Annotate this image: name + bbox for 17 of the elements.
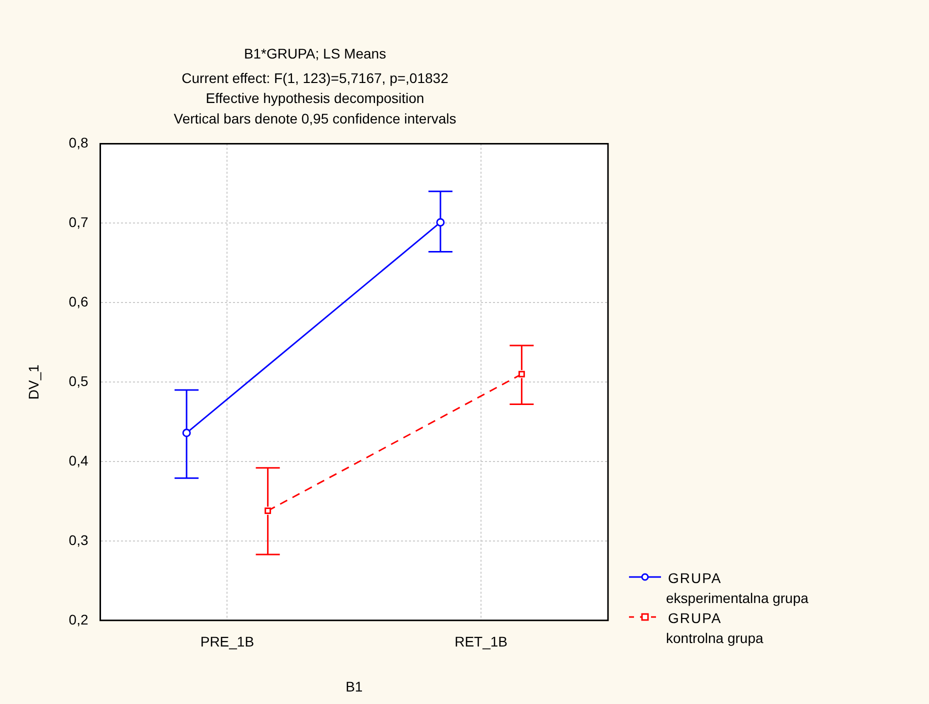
text: Vertical bars denote 0,95 confidence intervals (174, 110, 456, 126)
y-tick-label: 0,3 (68, 532, 88, 548)
text: Effective hypothesis decomposition (206, 90, 424, 106)
legend-label: GRUPA eksperimentalna grupa (666, 570, 808, 608)
y-tick-label: 0,4 (68, 452, 88, 468)
chart-title: B1*GRUPA; LS Means (244, 45, 386, 62)
y-tick-label: 0,6 (68, 293, 88, 310)
y-axis-title: DV_1 (25, 364, 42, 400)
legend-label: GRUPA kontrolna grupa (666, 610, 764, 648)
x-axis-title: B1 (346, 678, 363, 694)
y-tick-label: 0,8 (68, 134, 88, 151)
x-tick-label: PRE_1B (200, 634, 254, 650)
y-tick-label: 0,5 (68, 372, 88, 389)
y-tick-label: 0,7 (68, 214, 88, 230)
x-tick-label: RET_1B (454, 634, 508, 650)
y-tick-label: 0,2 (68, 611, 88, 628)
chart-subtitle: Current effect: F(1, 123)=5,7167, p=,01832 (182, 70, 449, 86)
